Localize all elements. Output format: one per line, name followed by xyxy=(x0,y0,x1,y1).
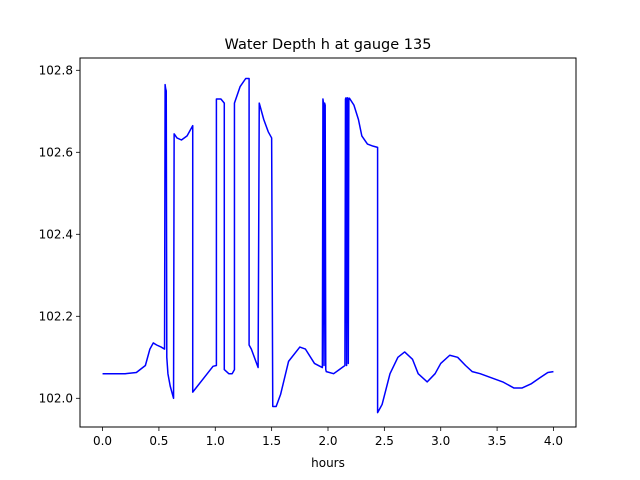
y-tick-label: 102.4 xyxy=(39,227,73,241)
y-tick-label: 102.8 xyxy=(39,63,73,77)
x-axis-title: hours xyxy=(311,456,345,470)
x-axis: 0.0 0.5 1.0 1.5 2.0 2.5 3.0 3.5 4.0 xyxy=(93,427,563,448)
x-tick-label: 3.5 xyxy=(488,434,507,448)
series-layer xyxy=(102,77,554,414)
series-line-1 xyxy=(102,77,554,414)
x-tick-label: 4.0 xyxy=(544,434,563,448)
chart-title: Water Depth h at gauge 135 xyxy=(225,37,432,53)
x-tick-label: 3.0 xyxy=(431,434,450,448)
x-tick-label: 1.5 xyxy=(262,434,281,448)
y-tick-label: 102.2 xyxy=(39,309,73,323)
x-tick-label: 0.5 xyxy=(149,434,168,448)
x-tick-label: 1.0 xyxy=(206,434,225,448)
x-tick-label: 0.0 xyxy=(93,434,112,448)
x-tick-label: 2.0 xyxy=(318,434,337,448)
axes-frame xyxy=(79,57,577,428)
y-tick-label: 102.6 xyxy=(39,145,73,159)
y-axis: 102.0 102.2 102.4 102.6 102.8 xyxy=(39,63,80,405)
y-tick-label: 102.0 xyxy=(39,391,73,405)
x-tick-label: 2.5 xyxy=(375,434,394,448)
